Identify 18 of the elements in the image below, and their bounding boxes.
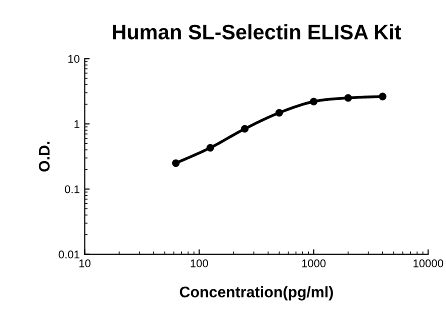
x-tick-label: 10000 (414, 259, 444, 268)
point (172, 159, 180, 167)
y-tick-label: 0.01 (58, 250, 80, 258)
x-tick-label: 10 (79, 259, 90, 268)
y-tick-label: 10 (68, 54, 80, 63)
point (240, 124, 249, 133)
point (310, 98, 318, 106)
point (344, 94, 352, 102)
x-tick-label: 1000 (302, 259, 326, 268)
point (378, 92, 386, 100)
x-tick-label: 100 (190, 259, 208, 268)
y-tick-label: 1 (74, 120, 80, 128)
point (275, 108, 284, 117)
chart-title: Human SL-Selectin ELISA Kit (112, 24, 402, 40)
y-axis-title: O.D. (38, 142, 50, 172)
x-axis-title: Concentration(pg/ml) (180, 286, 333, 300)
point (206, 144, 214, 152)
y-tick-label: 0.1 (64, 185, 80, 194)
